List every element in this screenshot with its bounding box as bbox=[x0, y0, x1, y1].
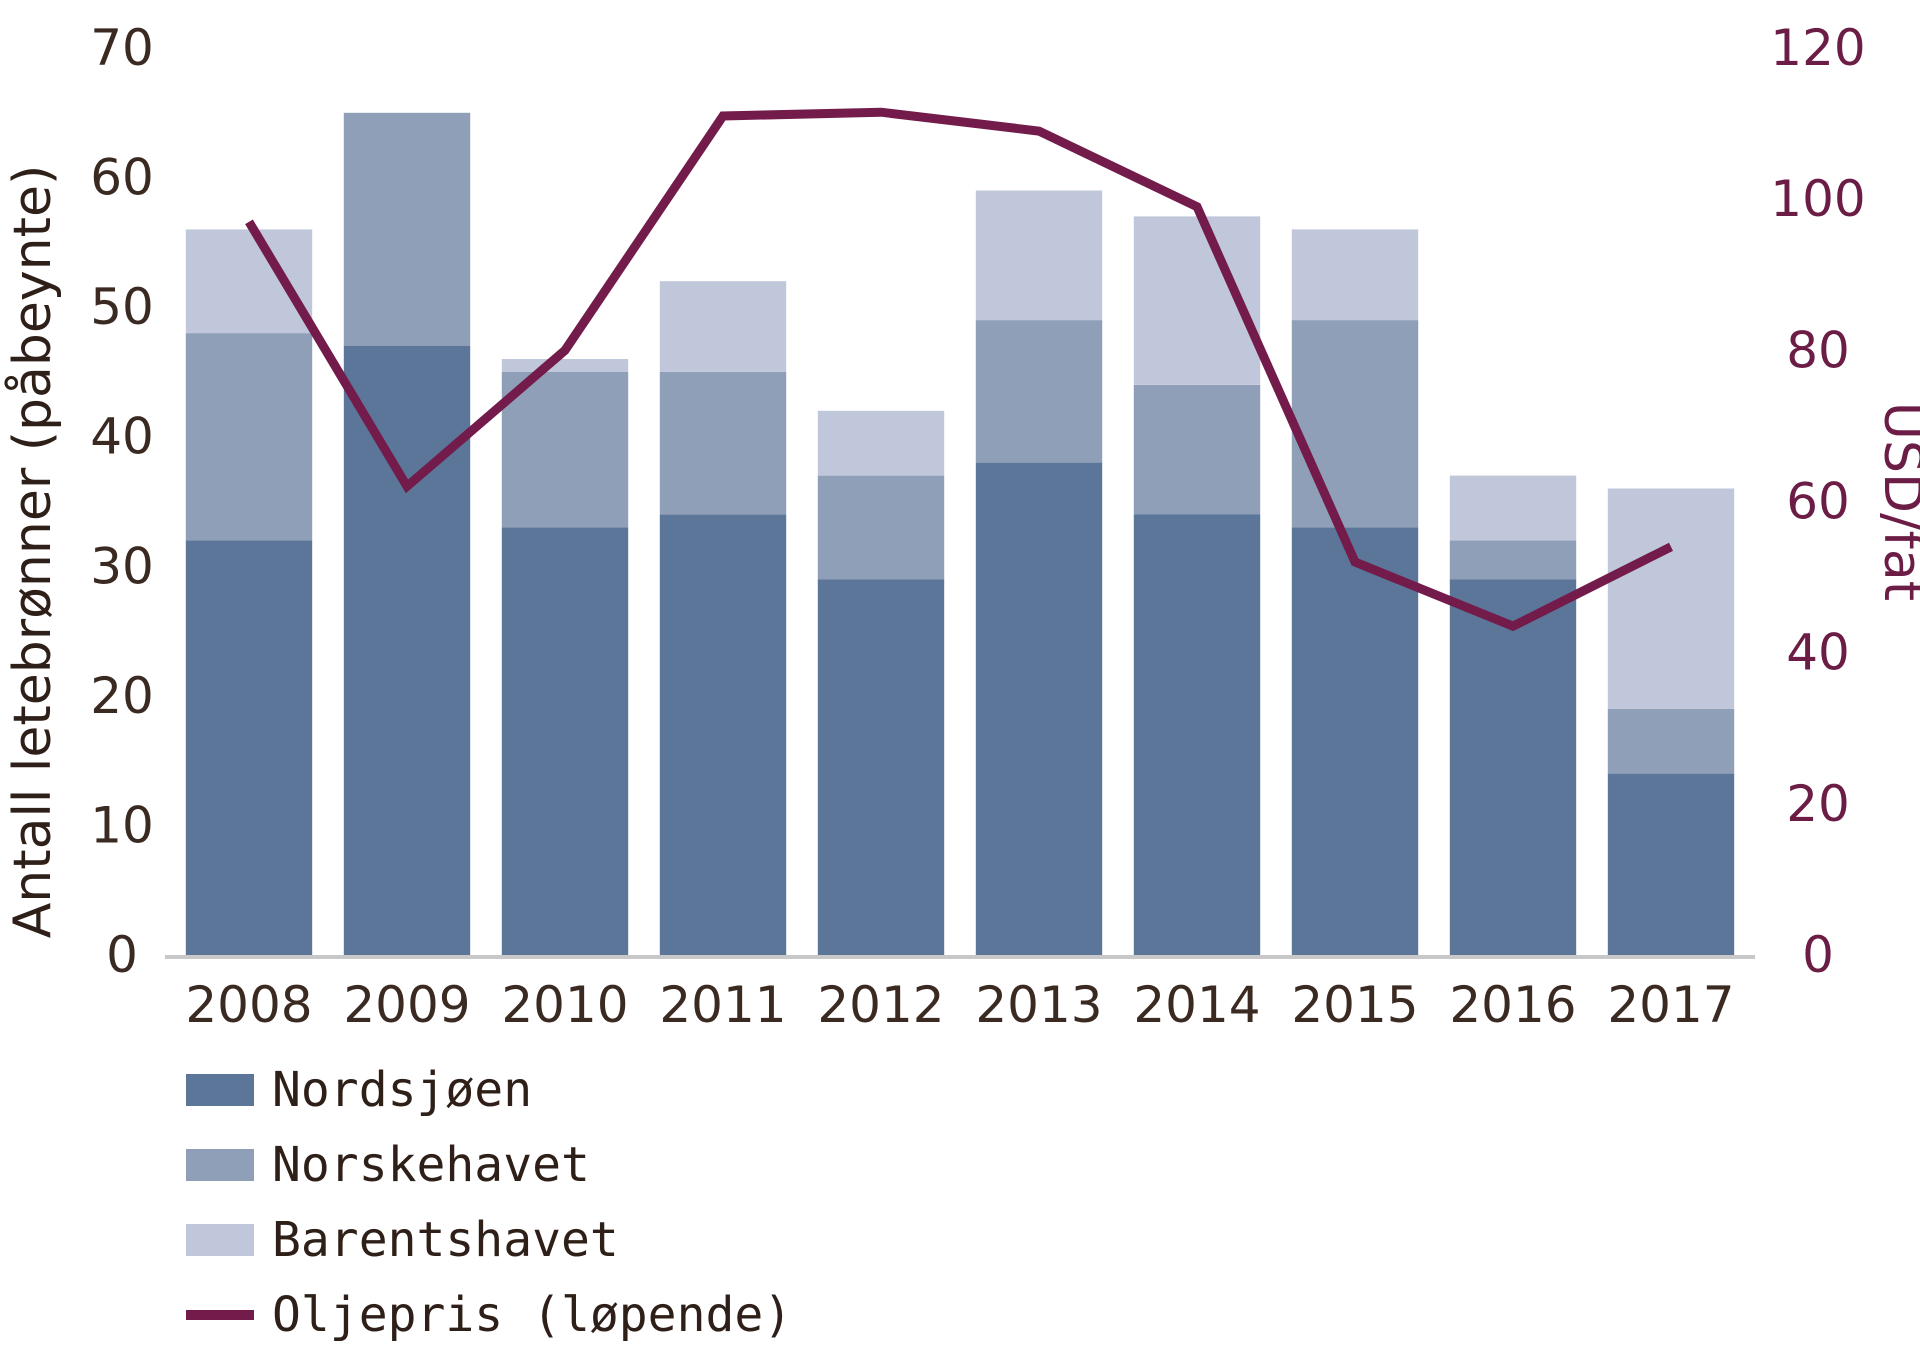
bar-nordsjoen-2009 bbox=[343, 346, 471, 955]
legend: Nordsjøen Norskehavet Barentshavet Oljepris… bbox=[186, 1062, 792, 1343]
bar-barentshavet-2012 bbox=[817, 410, 945, 476]
x-tick-label: 2012 bbox=[817, 976, 944, 1034]
right-y-tick-label: 120 bbox=[1770, 19, 1865, 77]
legend-swatch-barentshavet bbox=[186, 1224, 254, 1256]
bar-nordsjoen-2017 bbox=[1607, 773, 1735, 955]
x-ticks: 2008 2009 2010 2011 2012 2013 2014 2015 2016 2017 bbox=[185, 976, 1734, 1034]
bar-nordsjoen-2013 bbox=[975, 462, 1103, 955]
x-tick-label: 2017 bbox=[1607, 976, 1734, 1034]
bar-norskehavet-2008 bbox=[185, 333, 313, 541]
bar-nordsjoen-2014 bbox=[1133, 514, 1261, 955]
x-tick-label: 2009 bbox=[343, 976, 470, 1034]
bar-norskehavet-2014 bbox=[1133, 384, 1261, 515]
oil-price-line-layer bbox=[245, 107, 1674, 632]
left-y-axis-label: Antall letebrønner (påbeynte) bbox=[3, 165, 63, 939]
right-y-tick-label: 0 bbox=[1802, 926, 1834, 984]
right-y-tick-label: 60 bbox=[1786, 473, 1850, 531]
bar-nordsjoen-2016 bbox=[1449, 579, 1577, 955]
right-y-ticks: 0 20 40 60 80 100 120 bbox=[1770, 19, 1865, 984]
x-tick-label: 2008 bbox=[185, 976, 312, 1034]
right-y-tick-label: 20 bbox=[1786, 775, 1850, 833]
bar-barentshavet-2015 bbox=[1291, 229, 1419, 321]
left-y-tick-label: 70 bbox=[90, 19, 154, 77]
right-y-tick-label: 80 bbox=[1786, 321, 1850, 379]
bar-nordsjoen-2008 bbox=[185, 540, 313, 955]
left-y-ticks: 0 10 20 30 40 50 60 70 bbox=[90, 19, 154, 984]
legend-label-barentshavet: Barentshavet bbox=[272, 1212, 619, 1268]
x-tick-label: 2014 bbox=[1133, 976, 1260, 1034]
bar-norskehavet-2017 bbox=[1607, 708, 1735, 774]
left-y-tick-label: 10 bbox=[90, 796, 154, 854]
bar-nordsjoen-2012 bbox=[817, 579, 945, 955]
right-y-tick-label: 40 bbox=[1786, 624, 1850, 682]
bar-barentshavet-2008 bbox=[185, 229, 313, 334]
bar-norskehavet-2013 bbox=[975, 320, 1103, 463]
left-y-tick-label: 50 bbox=[90, 278, 154, 336]
legend-label-nordsjoen: Nordsjøen bbox=[272, 1062, 532, 1118]
bar-barentshavet-2011 bbox=[659, 281, 787, 372]
x-tick-label: 2016 bbox=[1449, 976, 1576, 1034]
legend-swatch-nordsjoen bbox=[186, 1074, 254, 1106]
bar-norskehavet-2011 bbox=[659, 371, 787, 515]
x-tick-label: 2011 bbox=[659, 976, 786, 1034]
x-tick-label: 2010 bbox=[501, 976, 628, 1034]
bar-nordsjoen-2015 bbox=[1291, 527, 1419, 955]
legend-label-oljepris-lopende: Oljepris (løpende) bbox=[272, 1287, 792, 1343]
bars-layer bbox=[185, 112, 1735, 955]
left-y-tick-label: 30 bbox=[90, 537, 154, 595]
legend-swatch-oljepris-lopende bbox=[186, 1310, 254, 1320]
bar-barentshavet-2013 bbox=[975, 190, 1103, 321]
bar-norskehavet-2012 bbox=[817, 475, 945, 580]
left-y-tick-label: 40 bbox=[90, 408, 154, 466]
bar-norskehavet-2009 bbox=[343, 112, 471, 346]
bar-barentshavet-2017 bbox=[1607, 488, 1735, 709]
bar-norskehavet-2010 bbox=[501, 371, 629, 528]
left-y-tick-label: 0 bbox=[106, 926, 138, 984]
right-y-axis-label: USD/fat bbox=[1872, 402, 1920, 601]
bar-nordsjoen-2010 bbox=[501, 527, 629, 955]
left-y-tick-label: 60 bbox=[90, 149, 154, 207]
series-line-oljepris-lopende bbox=[245, 107, 1674, 632]
legend-swatch-norskehavet bbox=[186, 1149, 254, 1181]
right-y-tick-label: 100 bbox=[1770, 170, 1865, 228]
legend-label-norskehavet: Norskehavet bbox=[272, 1137, 590, 1193]
bar-barentshavet-2016 bbox=[1449, 475, 1577, 541]
left-y-tick-label: 20 bbox=[90, 667, 154, 725]
bar-norskehavet-2015 bbox=[1291, 320, 1419, 528]
bar-nordsjoen-2011 bbox=[659, 514, 787, 955]
x-tick-label: 2013 bbox=[975, 976, 1102, 1034]
bar-barentshavet-2010 bbox=[501, 359, 629, 372]
bar-norskehavet-2016 bbox=[1449, 540, 1577, 580]
x-tick-label: 2015 bbox=[1291, 976, 1418, 1034]
